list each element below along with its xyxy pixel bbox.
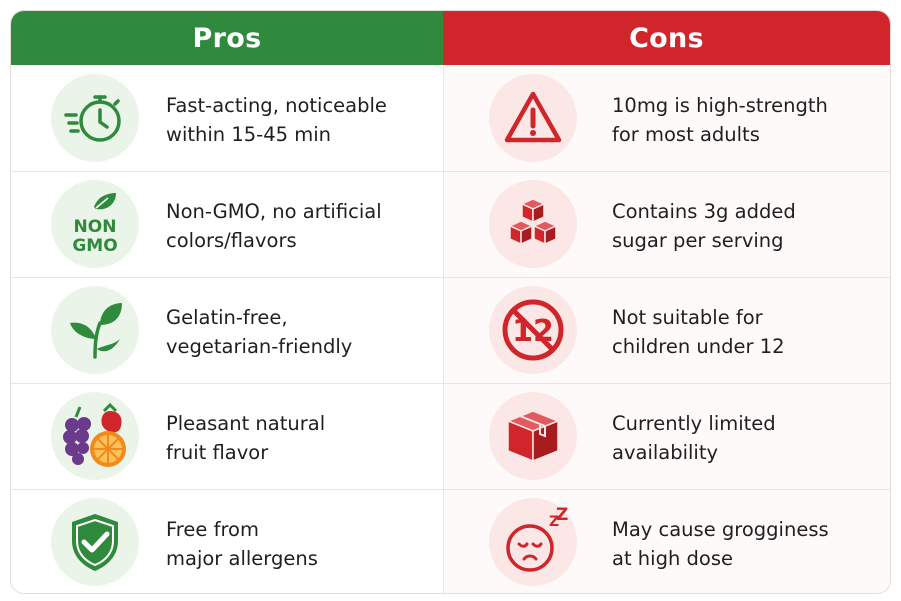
cons-row: Contains 3g added sugar per serving — [444, 171, 890, 278]
pro-text-line: vegetarian-friendly — [166, 335, 353, 358]
pros-row: Pleasant natural fruit flavor — [11, 383, 443, 490]
con-text-line: May cause grogginess — [612, 518, 829, 541]
pro-text-line: within 15-45 min — [166, 123, 331, 146]
con-text-line: sugar per serving — [612, 229, 784, 252]
warning-triangle-icon — [489, 74, 577, 162]
con-text-line: for most adults — [612, 123, 760, 146]
shield-check-icon — [51, 498, 139, 586]
con-text-line: Currently limited — [612, 412, 776, 435]
pros-row: Fast-acting, noticeable within 15-45 min — [11, 65, 443, 172]
z-text-large: Z — [556, 506, 568, 525]
pro-text-line: Gelatin-free, — [166, 306, 288, 329]
pros-row: NON GMO Non-GMO, no artificial colors/fl… — [11, 171, 443, 278]
con-text-line: 10mg is high-strength — [612, 94, 828, 117]
pro-text-line: colors/flavors — [166, 229, 297, 252]
no-under-12-icon: 12 — [489, 286, 577, 374]
non-gmo-text-2: GMO — [72, 236, 117, 256]
pro-text-line: fruit flavor — [166, 441, 269, 464]
non-gmo-leaf-icon: NON GMO — [51, 180, 139, 268]
sugar-cubes-icon — [489, 180, 577, 268]
pros-row: Gelatin-free, vegetarian-friendly — [11, 277, 443, 384]
pro-text-line: Pleasant natural — [166, 412, 326, 435]
pro-text-line: major allergens — [166, 547, 318, 570]
pro-text-line: Fast-acting, noticeable — [166, 94, 387, 117]
z-text-small: Z — [549, 514, 559, 530]
cons-title: Cons — [629, 22, 704, 54]
cons-header: Cons — [443, 11, 890, 65]
con-text-line: at high dose — [612, 547, 733, 570]
cons-column: 10mg is high-strength for most adults — [443, 65, 890, 593]
con-text-line: Not suitable for — [612, 306, 763, 329]
con-text-line: Contains 3g added — [612, 200, 796, 223]
cons-row: Z Z May cause grogginess at high dose — [444, 489, 890, 593]
pros-title: Pros — [192, 22, 262, 54]
box-icon — [489, 392, 577, 480]
plant-sprout-icon — [51, 286, 139, 374]
stopwatch-icon — [51, 74, 139, 162]
pros-header: Pros — [11, 11, 443, 65]
pro-text-line: Non-GMO, no artificial — [166, 200, 382, 223]
pro-text-line: Free from — [166, 518, 259, 541]
sleepy-face-icon: Z Z — [489, 498, 577, 586]
cons-row: Currently limited availability — [444, 383, 890, 490]
pros-row: Free from major allergens — [11, 489, 443, 593]
non-gmo-text-1: NON — [74, 217, 117, 237]
con-text-line: availability — [612, 441, 719, 464]
cons-row: 10mg is high-strength for most adults — [444, 65, 890, 172]
pros-cons-card: Pros Cons — [10, 10, 891, 594]
pros-column: Fast-acting, noticeable within 15-45 min… — [11, 65, 443, 593]
con-text-line: children under 12 — [612, 335, 785, 358]
fruit-icon — [51, 392, 139, 480]
cons-row: 12 Not suitable for children under 12 — [444, 277, 890, 384]
